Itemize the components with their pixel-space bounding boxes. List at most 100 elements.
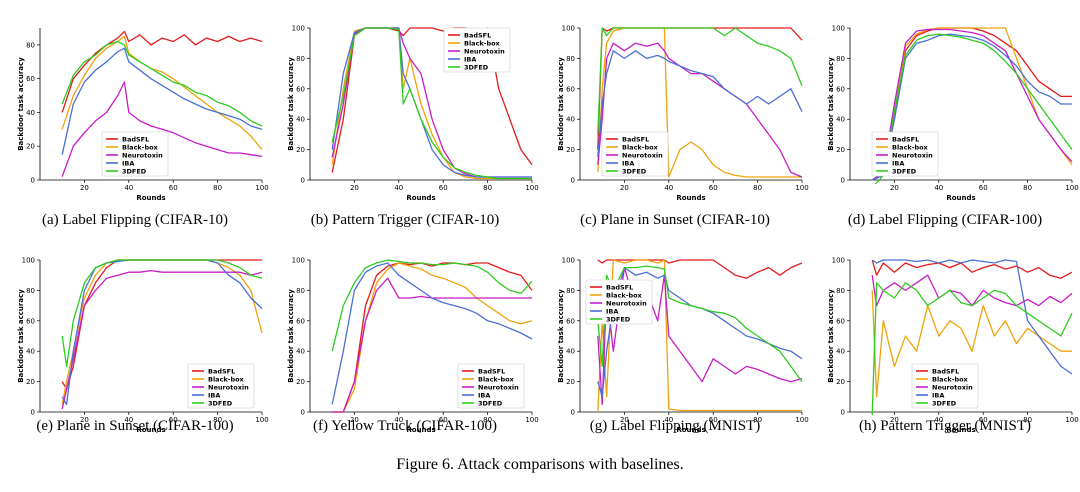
legend-entry: IBA bbox=[208, 391, 220, 399]
y-tick-label: 60 bbox=[566, 85, 575, 93]
x-tick-label: 80 bbox=[483, 184, 492, 192]
series-line-iba bbox=[871, 259, 1073, 375]
legend-entry: Neurotoxin bbox=[478, 383, 519, 391]
chart-svg-h: 0 20 40 60 80 100 20 40 60 80 100 Rounds Backdoor ta… bbox=[827, 257, 1079, 435]
series-line-neurotoxin bbox=[61, 81, 263, 177]
y-tick-label: 0 bbox=[301, 409, 305, 417]
y-tick-label: 100 bbox=[562, 257, 575, 265]
y-tick-label: 60 bbox=[836, 85, 845, 93]
legend-entry: Neurotoxin bbox=[622, 151, 663, 159]
x-tick-label: 20 bbox=[890, 184, 899, 192]
legend-entry: Black-box bbox=[606, 291, 643, 299]
legend-entry: 3DFED bbox=[208, 399, 233, 407]
legend-entry: Neurotoxin bbox=[208, 383, 249, 391]
series-line-iba bbox=[331, 262, 533, 405]
y-tick-label: 60 bbox=[296, 317, 305, 325]
y-axis-label: Backdoor task accuracy bbox=[287, 289, 295, 383]
y-tick-label: 40 bbox=[296, 116, 305, 124]
y-tick-label: 100 bbox=[292, 25, 305, 33]
series-line-3dfed bbox=[871, 282, 1073, 416]
legend-box bbox=[457, 363, 525, 409]
chart-panel-c: 0 20 40 60 80 100 20 40 60 80 100 Rounds Backdoor ta… bbox=[540, 0, 810, 232]
y-tick-label: 80 bbox=[26, 287, 35, 295]
x-tick-label: 100 bbox=[525, 416, 538, 424]
y-axis-label: Backdoor task accuracy bbox=[557, 289, 565, 383]
x-tick-label: 100 bbox=[795, 184, 808, 192]
chart-panel-d: 0 20 40 60 80 100 20 40 60 80 100 Rounds Backdoor ta… bbox=[810, 0, 1080, 232]
subcaption-a: (a) Label Flipping (CIFAR-10) bbox=[42, 212, 228, 228]
legend-entry: Black-box bbox=[464, 39, 501, 47]
x-axis-label: Rounds bbox=[946, 426, 975, 434]
y-tick-label: 0 bbox=[841, 177, 845, 185]
series-line-3dfed bbox=[597, 27, 803, 135]
y-tick-label: 20 bbox=[26, 378, 35, 386]
legend-entry: BadSFL bbox=[932, 367, 959, 375]
y-tick-label: 40 bbox=[296, 348, 305, 356]
figure-caption: Figure 6. Attack comparisons with baseli… bbox=[396, 456, 684, 473]
x-axis-label: Rounds bbox=[406, 426, 435, 434]
y-tick-label: 60 bbox=[296, 85, 305, 93]
x-tick-label: 80 bbox=[1023, 416, 1032, 424]
x-tick-label: 100 bbox=[525, 184, 538, 192]
subcaption-e: (e) Plane in Sunset (CIFAR-100) bbox=[36, 418, 234, 434]
chart-panel-a: 0 20 40 60 80 20 40 60 80 100 Rounds Backdoor task … bbox=[0, 0, 270, 232]
x-tick-label: 40 bbox=[664, 416, 673, 424]
y-tick-label: 80 bbox=[566, 55, 575, 63]
legend-entry: BadSFL bbox=[464, 31, 491, 39]
legend-entry: Neurotoxin bbox=[932, 383, 973, 391]
x-tick-label: 60 bbox=[169, 416, 178, 424]
y-axis-label: Backdoor task accuracy bbox=[17, 57, 25, 151]
y-tick-label: 20 bbox=[296, 378, 305, 386]
y-tick-label: 20 bbox=[566, 378, 575, 386]
series-line-badsfl bbox=[871, 259, 1073, 279]
y-tick-label: 100 bbox=[292, 257, 305, 265]
x-tick-label: 100 bbox=[1065, 184, 1078, 192]
y-tick-label: 100 bbox=[562, 25, 575, 33]
chart-svg-a: 0 20 40 60 80 20 40 60 80 100 Rounds Backdoor task … bbox=[17, 28, 269, 202]
y-tick-label: 100 bbox=[832, 257, 845, 265]
legend-entry: Neurotoxin bbox=[464, 47, 505, 55]
legend-entry: Black-box bbox=[478, 375, 515, 383]
x-tick-label: 40 bbox=[394, 184, 403, 192]
legend-entry: 3DFED bbox=[932, 399, 957, 407]
x-axis-label: Rounds bbox=[676, 426, 705, 434]
series-line-neurotoxin bbox=[597, 42, 803, 178]
series-line-3dfed bbox=[874, 33, 1073, 184]
x-tick-label: 40 bbox=[664, 184, 673, 192]
series-line-3dfed bbox=[61, 40, 263, 127]
subcaption-b: (b) Pattern Trigger (CIFAR-10) bbox=[310, 212, 500, 228]
x-tick-label: 60 bbox=[439, 184, 448, 192]
x-tick-label: 20 bbox=[80, 416, 89, 424]
x-tick-label: 100 bbox=[255, 416, 268, 424]
series-line-iba bbox=[597, 50, 803, 158]
legend-entry: IBA bbox=[122, 159, 134, 167]
x-tick-label: 40 bbox=[124, 416, 133, 424]
legend-entry: 3DFED bbox=[622, 167, 647, 175]
legend-entry: BadSFL bbox=[892, 135, 919, 143]
series-line-3dfed bbox=[331, 27, 532, 180]
y-tick-label: 100 bbox=[22, 257, 35, 265]
y-axis-label: Backdoor task accuracy bbox=[17, 289, 25, 383]
subcaption-h: (h) Pattern Trigger (MNIST) bbox=[858, 418, 1032, 434]
y-tick-label: 60 bbox=[566, 317, 575, 325]
chart-svg-b: 0 20 40 60 80 100 20 40 60 80 100 Rounds Backdoor ta… bbox=[287, 25, 539, 203]
legend-entry: Black-box bbox=[208, 375, 245, 383]
y-tick-label: 80 bbox=[296, 287, 305, 295]
legend-entry: 3DFED bbox=[464, 63, 489, 71]
series-line-black-box bbox=[61, 35, 263, 151]
chart-panel-e: 0 20 40 60 80 100 20 40 60 80 100 Rounds Backdoor ta… bbox=[0, 232, 270, 464]
legend-entry: BadSFL bbox=[478, 367, 505, 375]
x-tick-label: 20 bbox=[890, 416, 899, 424]
series-line-badsfl bbox=[597, 259, 803, 279]
y-tick-label: 0 bbox=[31, 177, 35, 185]
chart-svg-d: 0 20 40 60 80 100 20 40 60 80 100 Rounds Backdoor ta… bbox=[827, 25, 1079, 203]
legend-entry: BadSFL bbox=[606, 283, 633, 291]
y-tick-label: 40 bbox=[836, 348, 845, 356]
x-tick-label: 80 bbox=[483, 416, 492, 424]
legend-entry: 3DFED bbox=[122, 167, 147, 175]
x-tick-label: 60 bbox=[439, 416, 448, 424]
series-line-neurotoxin bbox=[871, 28, 1073, 181]
